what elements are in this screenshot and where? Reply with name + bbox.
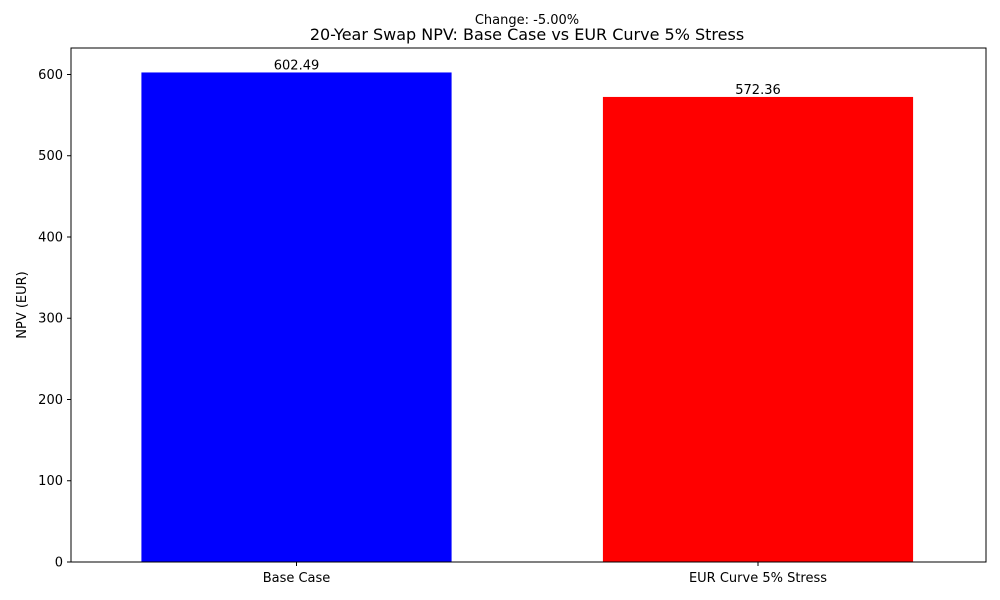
data-label-1: 572.36 — [735, 83, 781, 98]
bars-layer — [141, 72, 914, 563]
chart-title: 20-Year Swap NPV: Base Case vs EUR Curve… — [310, 25, 744, 44]
y-tick-label-0: 0 — [55, 556, 63, 571]
y-tick-label-5: 500 — [38, 149, 63, 164]
data-label-0: 602.49 — [274, 58, 320, 73]
bar-1 — [602, 96, 914, 562]
y-tick-label-6: 600 — [38, 68, 63, 83]
plot-frame — [70, 47, 987, 563]
y-tick-label-3: 300 — [38, 312, 63, 327]
x-axis-ticks: Base Case EUR Curve 5% Stress — [263, 562, 827, 586]
data-labels-layer: 602.49 572.36 — [274, 58, 781, 97]
x-tick-label-0: Base Case — [263, 571, 331, 586]
chart-subtitle: Change: -5.00% — [475, 13, 579, 28]
y-axis-ticks: 0 100 200 300 400 500 600 — [38, 68, 71, 571]
y-tick-label-4: 400 — [38, 230, 63, 245]
y-axis-label: NPV (EUR) — [15, 271, 30, 339]
y-tick-label-1: 100 — [38, 474, 63, 489]
bar-0 — [141, 72, 452, 563]
y-tick-label-2: 200 — [38, 393, 63, 408]
x-tick-label-1: EUR Curve 5% Stress — [689, 571, 827, 586]
